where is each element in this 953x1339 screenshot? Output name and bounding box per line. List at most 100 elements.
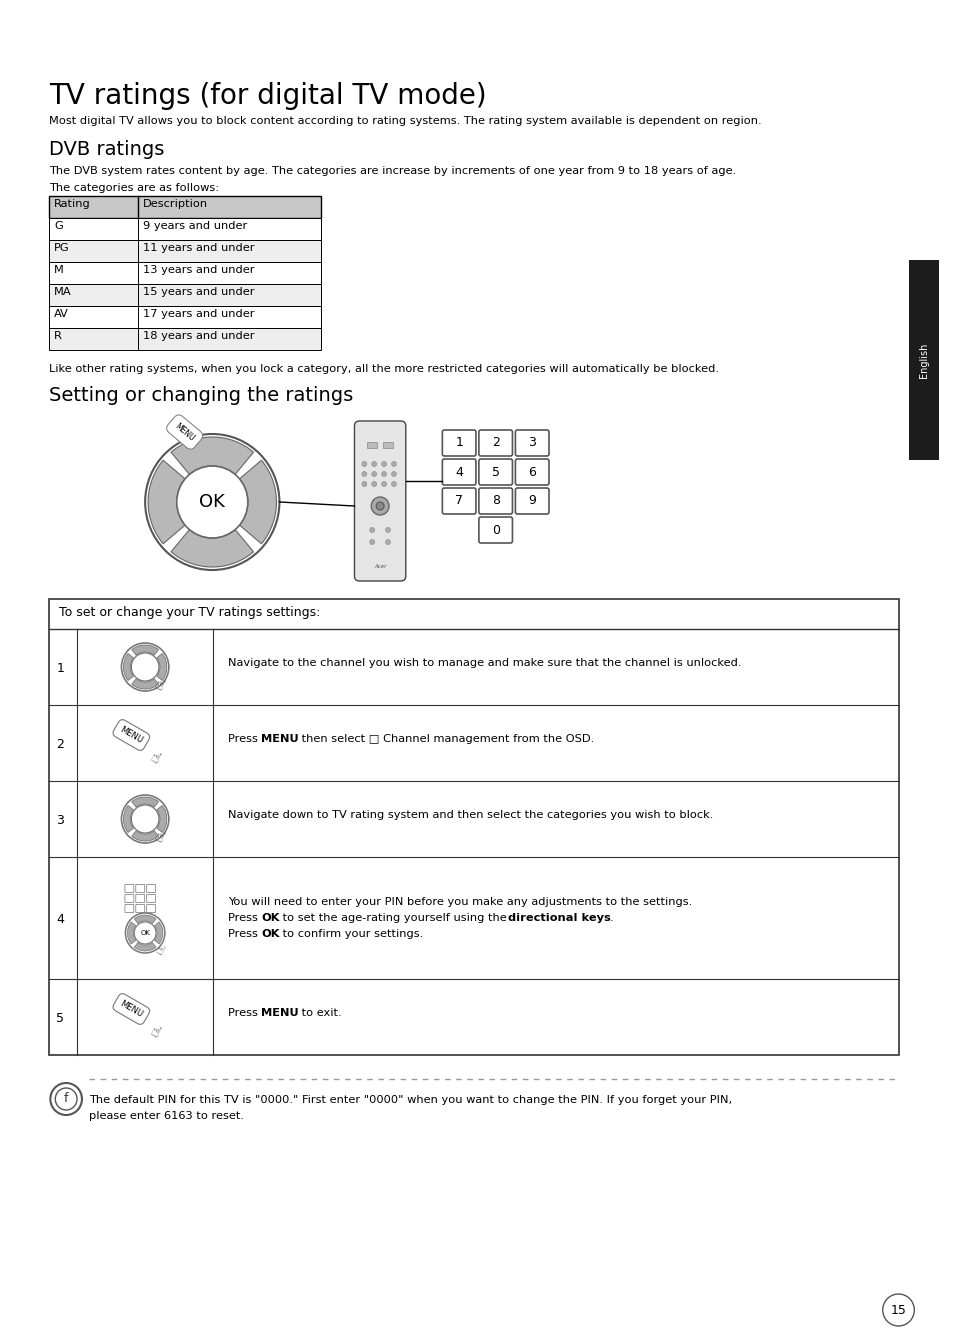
Text: 5: 5	[56, 1012, 64, 1024]
FancyBboxPatch shape	[147, 905, 155, 912]
Circle shape	[391, 462, 396, 466]
Polygon shape	[134, 915, 156, 924]
Text: MENU: MENU	[118, 999, 144, 1019]
FancyBboxPatch shape	[125, 905, 133, 912]
Text: Most digital TV allows you to block content according to rating systems. The rat: Most digital TV allows you to block cont…	[50, 116, 761, 126]
Polygon shape	[239, 461, 276, 544]
FancyBboxPatch shape	[355, 420, 405, 581]
Text: 1: 1	[56, 661, 64, 675]
Text: 7: 7	[455, 494, 462, 507]
Text: 4: 4	[56, 913, 64, 927]
Text: MENU: MENU	[261, 734, 298, 744]
Text: 15 years and under: 15 years and under	[143, 287, 254, 297]
Text: Press: Press	[228, 1008, 261, 1018]
FancyBboxPatch shape	[136, 915, 146, 923]
Circle shape	[391, 482, 396, 486]
Polygon shape	[132, 645, 158, 655]
Circle shape	[372, 471, 376, 477]
Text: 6: 6	[528, 466, 536, 478]
Text: G: G	[54, 221, 63, 232]
Text: f: f	[64, 1093, 69, 1106]
Circle shape	[134, 923, 156, 944]
Circle shape	[370, 528, 375, 533]
Circle shape	[385, 540, 390, 545]
Text: OK: OK	[140, 931, 150, 936]
Text: 3: 3	[56, 814, 64, 828]
Polygon shape	[132, 830, 158, 841]
Text: DVB ratings: DVB ratings	[50, 141, 165, 159]
Text: Press: Press	[228, 913, 261, 923]
Circle shape	[145, 434, 279, 570]
Circle shape	[361, 482, 367, 486]
Polygon shape	[148, 461, 185, 544]
Text: 13 years and under: 13 years and under	[143, 265, 254, 274]
Text: ☝: ☝	[152, 944, 166, 959]
Polygon shape	[171, 437, 253, 474]
Polygon shape	[123, 653, 133, 680]
Text: 18 years and under: 18 years and under	[143, 331, 254, 341]
Text: Navigate down to TV rating system and then select the categories you wish to blo: Navigate down to TV rating system and th…	[228, 810, 713, 819]
Text: directional keys: directional keys	[507, 913, 610, 923]
Text: MENU: MENU	[261, 1008, 298, 1018]
Text: English: English	[919, 343, 928, 378]
Text: please enter 6163 to reset.: please enter 6163 to reset.	[89, 1111, 244, 1121]
Circle shape	[381, 462, 386, 466]
FancyBboxPatch shape	[125, 885, 133, 893]
Text: ☝: ☝	[152, 829, 167, 846]
Polygon shape	[128, 923, 135, 944]
Circle shape	[132, 805, 159, 833]
Circle shape	[55, 1089, 77, 1110]
Text: OK: OK	[261, 929, 279, 939]
Text: Rating: Rating	[54, 200, 91, 209]
Circle shape	[125, 913, 165, 953]
Text: 0: 0	[491, 524, 499, 537]
Text: ☝: ☝	[147, 1023, 163, 1040]
Text: 15: 15	[890, 1303, 905, 1316]
Polygon shape	[123, 806, 133, 833]
Circle shape	[381, 482, 386, 486]
Text: R: R	[54, 331, 62, 341]
Text: To set or change your TV ratings settings:: To set or change your TV ratings setting…	[59, 607, 320, 619]
Polygon shape	[156, 806, 167, 833]
Text: 5: 5	[491, 466, 499, 478]
Circle shape	[370, 540, 375, 545]
Circle shape	[385, 528, 390, 533]
Text: The DVB system rates content by age. The categories are increase by increments o: The DVB system rates content by age. The…	[50, 166, 736, 175]
Circle shape	[391, 471, 396, 477]
Text: ☝: ☝	[152, 676, 167, 694]
Text: to set the age-rating yourself using the: to set the age-rating yourself using the	[279, 913, 510, 923]
Text: ☝: ☝	[147, 750, 163, 767]
Polygon shape	[132, 679, 158, 690]
Bar	[50, 262, 320, 284]
Bar	[50, 284, 320, 307]
Text: MA: MA	[54, 287, 71, 297]
Text: PG: PG	[54, 242, 70, 253]
FancyBboxPatch shape	[125, 894, 133, 902]
Circle shape	[381, 471, 386, 477]
Text: 1: 1	[455, 437, 462, 450]
FancyBboxPatch shape	[478, 459, 512, 485]
Circle shape	[375, 502, 384, 510]
Text: to exit.: to exit.	[298, 1008, 341, 1018]
Text: AV: AV	[54, 309, 69, 319]
Circle shape	[361, 462, 367, 466]
Bar	[50, 307, 320, 328]
Circle shape	[372, 462, 376, 466]
FancyBboxPatch shape	[478, 487, 512, 514]
Text: 9: 9	[528, 494, 536, 507]
Text: .: .	[609, 913, 613, 923]
Text: Press: Press	[228, 734, 261, 744]
Circle shape	[176, 466, 248, 538]
Polygon shape	[156, 653, 167, 680]
Bar	[50, 328, 320, 349]
Text: 8: 8	[491, 494, 499, 507]
FancyBboxPatch shape	[442, 430, 476, 457]
Text: Acer: Acer	[374, 564, 386, 569]
Bar	[367, 442, 376, 449]
Bar	[50, 599, 898, 1055]
Polygon shape	[171, 530, 253, 566]
Text: 3: 3	[528, 437, 536, 450]
FancyBboxPatch shape	[135, 894, 145, 902]
Circle shape	[121, 795, 169, 844]
Bar	[383, 442, 393, 449]
